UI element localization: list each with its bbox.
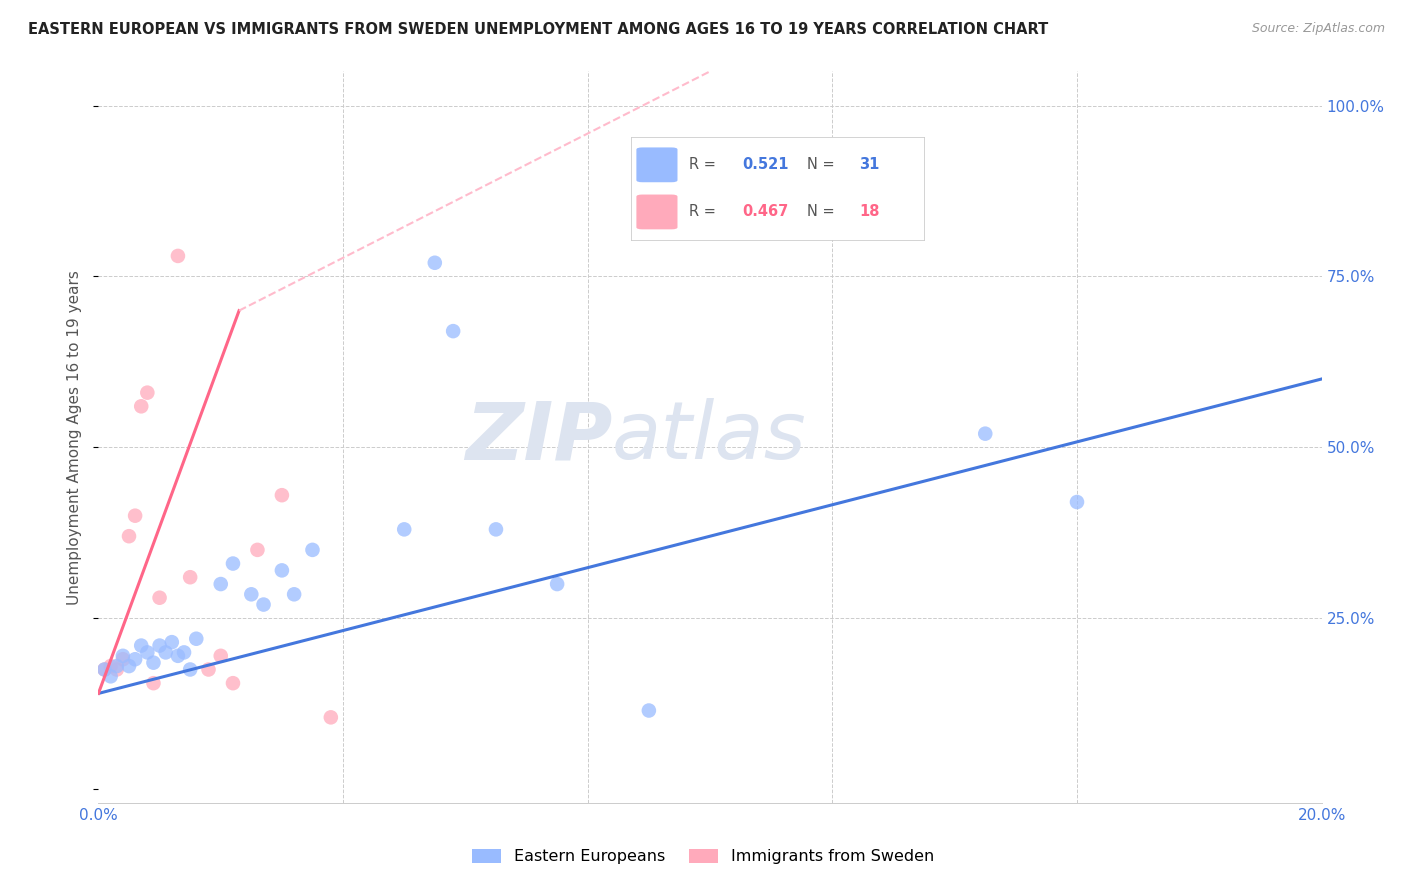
Point: [111, 652, 134, 666]
Point: [423, 256, 446, 270]
Point: [209, 648, 232, 663]
Point: [100, 659, 122, 673]
Point: [546, 577, 568, 591]
Point: [222, 676, 245, 690]
Point: [118, 529, 141, 543]
Point: [124, 508, 146, 523]
Point: [222, 557, 245, 571]
Point: [155, 645, 177, 659]
Point: [93, 663, 115, 677]
Point: [93, 663, 115, 677]
Point: [270, 563, 292, 577]
Point: [283, 587, 305, 601]
Point: [136, 385, 159, 400]
Point: [173, 645, 195, 659]
Point: [136, 645, 159, 659]
Point: [129, 400, 152, 414]
Point: [118, 659, 141, 673]
Point: [485, 522, 508, 536]
Point: [142, 656, 165, 670]
Point: [186, 632, 208, 646]
Point: [111, 648, 134, 663]
Point: [129, 639, 152, 653]
Point: [270, 488, 292, 502]
Point: [149, 591, 172, 605]
Point: [105, 663, 128, 677]
Text: EASTERN EUROPEAN VS IMMIGRANTS FROM SWEDEN UNEMPLOYMENT AMONG AGES 16 TO 19 YEAR: EASTERN EUROPEAN VS IMMIGRANTS FROM SWED…: [28, 22, 1049, 37]
Point: [974, 426, 997, 441]
Point: [637, 704, 661, 718]
Point: [240, 587, 263, 601]
Legend: Eastern Europeans, Immigrants from Sweden: Eastern Europeans, Immigrants from Swede…: [465, 842, 941, 871]
Point: [179, 570, 201, 584]
Point: [319, 710, 342, 724]
Point: [209, 577, 232, 591]
Point: [197, 663, 219, 677]
Point: [392, 522, 416, 536]
Point: [149, 639, 172, 653]
Point: [179, 663, 201, 677]
Point: [167, 249, 190, 263]
Point: [167, 648, 190, 663]
Point: [160, 635, 183, 649]
Point: [124, 652, 146, 666]
Point: [100, 669, 122, 683]
Point: [105, 659, 128, 673]
Point: [252, 598, 274, 612]
Point: [246, 542, 269, 557]
Y-axis label: Unemployment Among Ages 16 to 19 years: Unemployment Among Ages 16 to 19 years: [67, 269, 83, 605]
Point: [142, 676, 165, 690]
Point: [441, 324, 464, 338]
Point: [301, 542, 323, 557]
Text: Source: ZipAtlas.com: Source: ZipAtlas.com: [1251, 22, 1385, 36]
Text: atlas: atlas: [612, 398, 807, 476]
Point: [1066, 495, 1088, 509]
Text: ZIP: ZIP: [465, 398, 612, 476]
